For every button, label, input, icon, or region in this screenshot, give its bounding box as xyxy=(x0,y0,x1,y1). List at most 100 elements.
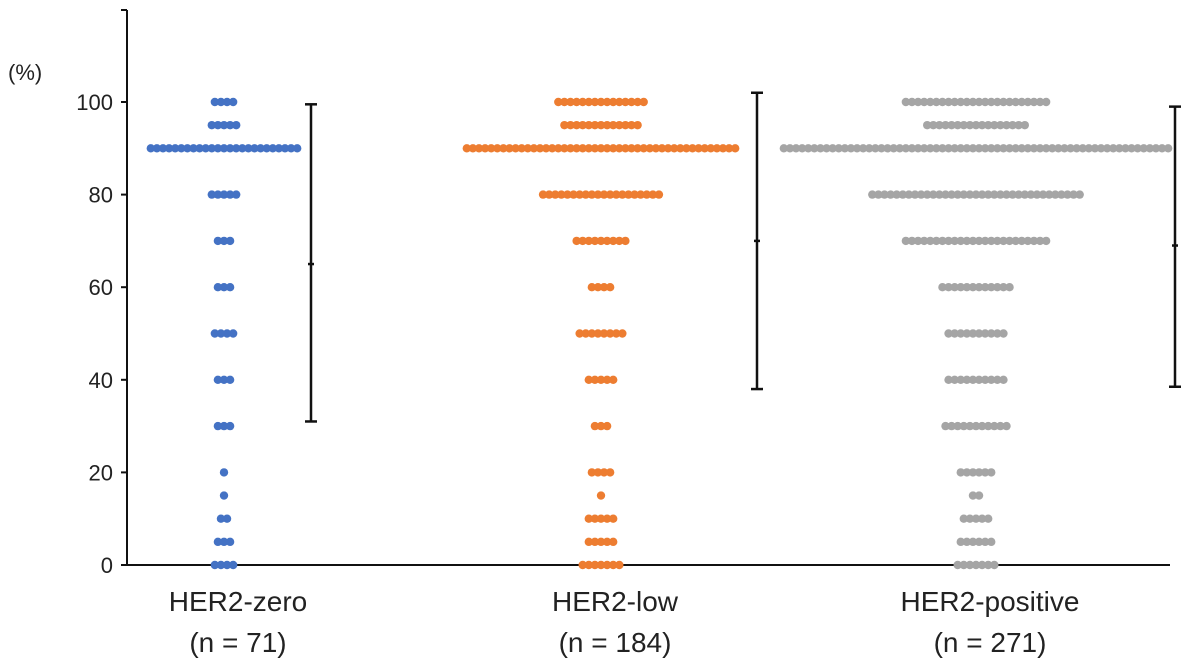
data-point xyxy=(250,144,259,153)
data-point xyxy=(1023,144,1033,153)
data-point xyxy=(852,144,862,153)
data-point xyxy=(950,144,959,153)
data-point xyxy=(919,97,929,107)
data-point xyxy=(1002,120,1011,130)
data-point xyxy=(596,120,606,130)
data-point xyxy=(602,236,612,246)
data-point xyxy=(944,97,953,107)
data-point xyxy=(1115,144,1124,153)
data-point xyxy=(996,190,1005,199)
data-point xyxy=(959,421,968,431)
data-point xyxy=(219,283,229,292)
data-point xyxy=(596,560,606,570)
data-point xyxy=(609,144,618,153)
data-point xyxy=(1145,144,1155,153)
data-point xyxy=(962,375,972,384)
data-point xyxy=(974,468,984,477)
data-point xyxy=(959,514,968,523)
data-point xyxy=(804,144,813,153)
data-point xyxy=(1051,190,1060,199)
data-point xyxy=(596,375,606,384)
data-point xyxy=(621,97,630,107)
data-point xyxy=(1017,97,1026,107)
data-point xyxy=(947,421,956,431)
data-point xyxy=(627,120,636,130)
data-point xyxy=(956,97,965,107)
data-point xyxy=(605,190,615,199)
data-point xyxy=(609,97,618,107)
data-point xyxy=(1127,144,1136,153)
data-point xyxy=(987,537,996,547)
data-point xyxy=(971,120,981,130)
data-point xyxy=(980,144,990,153)
data-point xyxy=(609,514,618,523)
group-1-points xyxy=(462,97,740,570)
data-point xyxy=(950,329,959,338)
data-point xyxy=(977,120,987,130)
data-point xyxy=(907,144,917,153)
data-point xyxy=(1005,283,1014,292)
data-point xyxy=(990,421,999,431)
data-point xyxy=(621,120,630,130)
data-point xyxy=(950,97,959,107)
data-point xyxy=(956,329,965,338)
data-point xyxy=(544,190,554,199)
group-0-points xyxy=(146,97,302,570)
x-category-n-label: (n = 271) xyxy=(934,627,1047,658)
data-point xyxy=(965,190,975,199)
data-point xyxy=(724,144,734,153)
data-point xyxy=(158,144,168,153)
data-point xyxy=(974,236,984,246)
data-point xyxy=(164,144,174,153)
data-point xyxy=(828,144,837,153)
data-point xyxy=(999,375,1008,384)
data-point xyxy=(987,283,996,292)
data-point xyxy=(219,120,229,130)
data-point xyxy=(993,375,1002,384)
data-point xyxy=(974,283,984,292)
data-point xyxy=(944,144,953,153)
error-bars xyxy=(305,91,1181,423)
data-point xyxy=(913,97,923,107)
data-point xyxy=(581,329,590,338)
data-point xyxy=(865,144,874,153)
x-category-label: HER2-zero xyxy=(169,586,307,617)
data-point xyxy=(1075,190,1084,199)
data-point xyxy=(210,329,220,338)
data-point xyxy=(797,144,807,153)
data-point xyxy=(213,537,223,547)
data-point xyxy=(256,144,265,153)
data-point xyxy=(225,144,235,153)
data-point xyxy=(1005,144,1014,153)
data-point xyxy=(557,190,566,199)
data-point xyxy=(213,190,223,199)
data-point xyxy=(1038,190,1048,199)
data-point xyxy=(225,190,235,199)
data-point xyxy=(596,421,606,431)
data-point xyxy=(987,329,996,338)
data-point xyxy=(1029,144,1039,153)
y-tick-label: 40 xyxy=(89,368,113,393)
data-point xyxy=(932,97,941,107)
data-point xyxy=(1011,144,1020,153)
data-point xyxy=(171,144,180,153)
data-point xyxy=(941,421,950,431)
data-point xyxy=(993,329,1002,338)
data-point xyxy=(566,144,575,153)
data-point xyxy=(572,97,581,107)
data-point xyxy=(228,560,238,570)
data-point xyxy=(968,283,978,292)
data-point xyxy=(244,144,253,153)
y-axis: 0 20 40 60 80 100 xyxy=(76,9,1170,578)
data-point xyxy=(846,144,856,153)
data-point xyxy=(996,120,1005,130)
data-point xyxy=(207,144,216,153)
data-point xyxy=(971,190,981,199)
data-point xyxy=(593,468,603,477)
data-point xyxy=(1029,236,1039,246)
data-point xyxy=(474,144,484,153)
data-point xyxy=(993,97,1002,107)
data-point xyxy=(868,190,877,199)
data-point xyxy=(624,190,633,199)
